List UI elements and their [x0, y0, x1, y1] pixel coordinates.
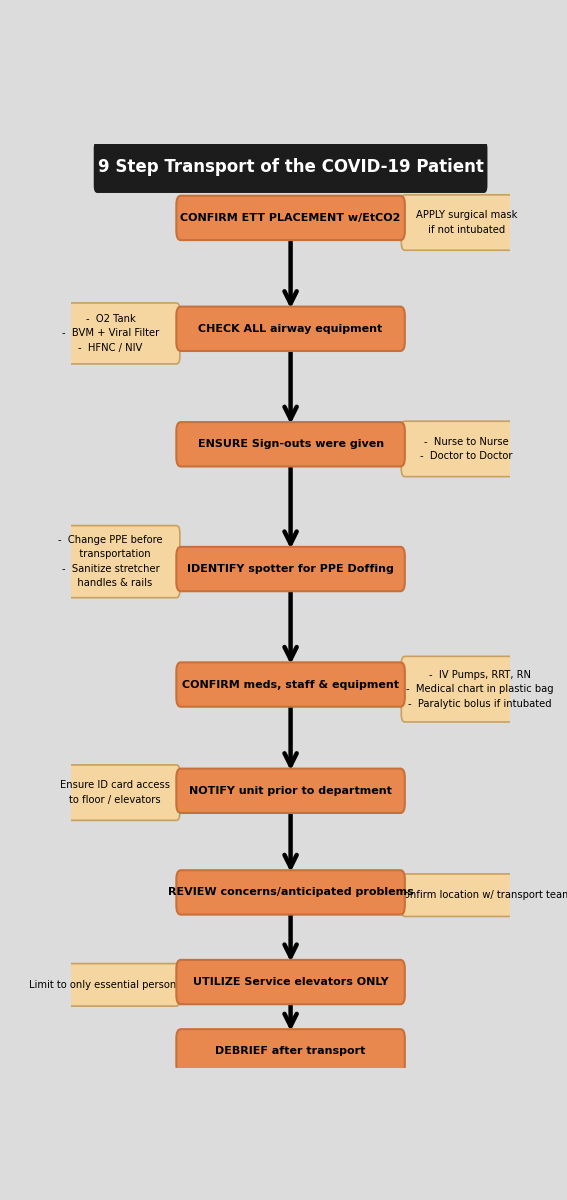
FancyBboxPatch shape	[401, 421, 531, 476]
Text: CONFIRM meds, staff & equipment: CONFIRM meds, staff & equipment	[182, 679, 399, 690]
FancyBboxPatch shape	[94, 142, 488, 193]
FancyBboxPatch shape	[401, 656, 558, 722]
FancyBboxPatch shape	[176, 769, 405, 812]
Text: APPLY surgical mask
if not intubated: APPLY surgical mask if not intubated	[416, 210, 517, 235]
FancyBboxPatch shape	[50, 764, 180, 821]
Text: -  Nurse to Nurse
-  Doctor to Doctor: - Nurse to Nurse - Doctor to Doctor	[420, 437, 513, 461]
Text: DEBRIEF after transport: DEBRIEF after transport	[215, 1046, 366, 1056]
FancyBboxPatch shape	[176, 870, 405, 914]
Text: ENSURE Sign-outs were given: ENSURE Sign-outs were given	[197, 439, 384, 449]
FancyBboxPatch shape	[41, 302, 180, 364]
Text: NOTIFY unit prior to department: NOTIFY unit prior to department	[189, 786, 392, 796]
FancyBboxPatch shape	[41, 526, 180, 598]
FancyBboxPatch shape	[176, 547, 405, 592]
Text: IDENTIFY spotter for PPE Doffing: IDENTIFY spotter for PPE Doffing	[187, 564, 394, 574]
Text: Ensure ID card access
to floor / elevators: Ensure ID card access to floor / elevato…	[60, 780, 170, 805]
FancyBboxPatch shape	[41, 964, 180, 1006]
Text: REVIEW concerns/anticipated problems: REVIEW concerns/anticipated problems	[168, 888, 413, 898]
FancyBboxPatch shape	[176, 662, 405, 707]
Text: -  IV Pumps, RRT, RN
-  Medical chart in plastic bag
-  Paralytic bolus if intub: - IV Pumps, RRT, RN - Medical chart in p…	[406, 670, 553, 708]
FancyBboxPatch shape	[401, 194, 531, 251]
FancyBboxPatch shape	[176, 960, 405, 1004]
Text: CONFIRM ETT PLACEMENT w/EtCO2: CONFIRM ETT PLACEMENT w/EtCO2	[180, 212, 401, 223]
FancyBboxPatch shape	[176, 422, 405, 467]
Text: UTILIZE Service elevators ONLY: UTILIZE Service elevators ONLY	[193, 977, 388, 988]
Text: -  O2 Tank
-  BVM + Viral Filter
-  HFNC / NIV: - O2 Tank - BVM + Viral Filter - HFNC / …	[62, 314, 159, 353]
FancyBboxPatch shape	[176, 307, 405, 350]
FancyBboxPatch shape	[176, 196, 405, 240]
Text: Confirm location w/ transport team: Confirm location w/ transport team	[396, 890, 567, 900]
Text: Limit to only essential personnel: Limit to only essential personnel	[29, 980, 192, 990]
FancyBboxPatch shape	[401, 874, 566, 917]
Text: CHECK ALL airway equipment: CHECK ALL airway equipment	[198, 324, 383, 334]
FancyBboxPatch shape	[176, 1030, 405, 1074]
Text: 9 Step Transport of the COVID-19 Patient: 9 Step Transport of the COVID-19 Patient	[98, 158, 484, 176]
Text: -  Change PPE before
   transportation
-  Sanitize stretcher
   handles & rails: - Change PPE before transportation - San…	[58, 535, 163, 588]
